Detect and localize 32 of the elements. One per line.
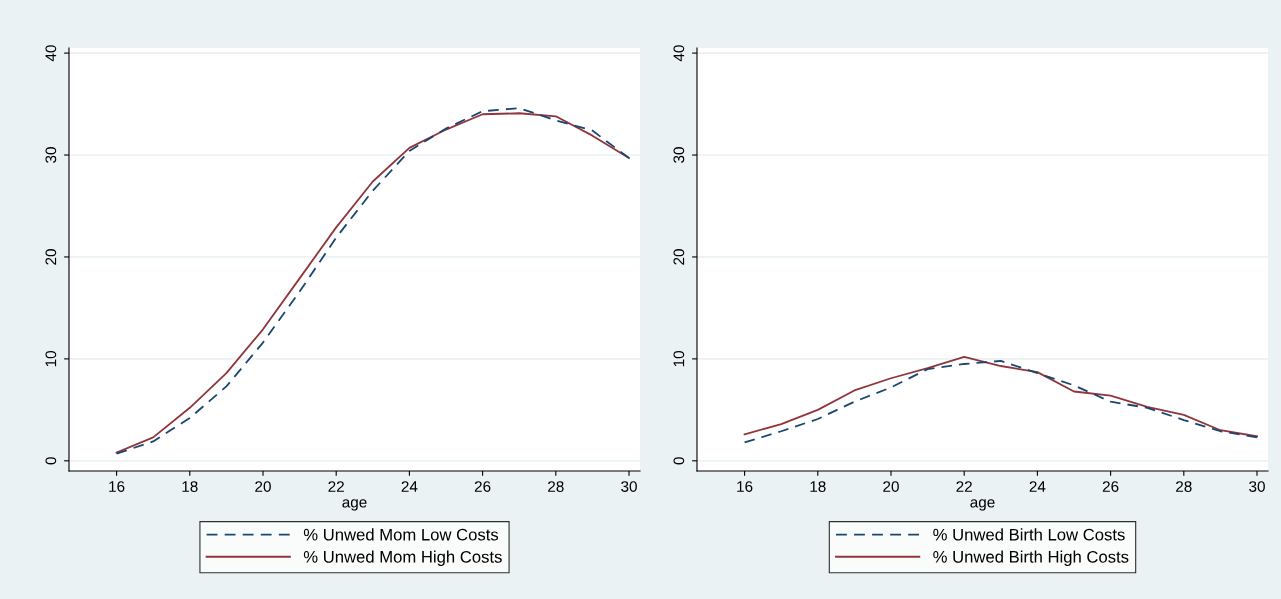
x-tick-label: 18	[810, 481, 826, 492]
legend-label: % Unwed Mom Low Costs	[303, 528, 499, 541]
x-tick-label: 20	[255, 481, 271, 492]
x-axis-title: age	[342, 499, 367, 511]
y-tick-label: 20	[673, 249, 685, 265]
x-tick-label: 26	[1102, 481, 1119, 492]
y-tick-label: 10	[45, 350, 57, 367]
y-tick-label: 40	[45, 45, 57, 62]
y-tick-label: 10	[673, 350, 685, 367]
x-tick-label: 18	[182, 481, 198, 492]
x-tick-label: 30	[621, 481, 637, 492]
legend-label: % Unwed Birth Low Costs	[933, 528, 1125, 541]
y-tick-label: 0	[673, 457, 685, 465]
x-tick-label: 22	[956, 481, 972, 492]
x-axis-title: age	[970, 499, 995, 511]
x-tick-label: 16	[109, 481, 125, 492]
x-tick-label: 20	[883, 481, 899, 492]
x-tick-label: 30	[1249, 481, 1265, 492]
x-tick-label: 26	[474, 481, 491, 492]
y-tick-label: 30	[673, 147, 685, 163]
y-tick-label: 30	[45, 147, 57, 163]
legend-label: % Unwed Birth High Costs	[933, 550, 1129, 567]
y-tick-label: 40	[673, 45, 685, 62]
x-tick-label: 24	[1029, 481, 1046, 492]
x-tick-label: 28	[1176, 481, 1192, 492]
x-tick-label: 28	[548, 481, 564, 492]
legend-label: % Unwed Mom High Costs	[303, 550, 502, 567]
y-tick-label: 20	[45, 249, 57, 265]
x-tick-label: 24	[401, 481, 418, 492]
x-tick-label: 16	[737, 481, 753, 492]
x-tick-label: 22	[328, 481, 344, 492]
y-tick-label: 0	[45, 457, 57, 465]
